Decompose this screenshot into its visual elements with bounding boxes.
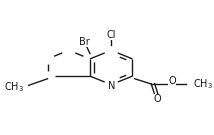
Text: Br: Br	[79, 37, 90, 47]
Text: Cl: Cl	[106, 30, 116, 40]
Text: O: O	[153, 94, 161, 104]
Text: O: O	[168, 76, 176, 86]
Text: CH$_3$: CH$_3$	[193, 77, 213, 91]
Text: N: N	[107, 81, 115, 91]
Text: CH$_3$: CH$_3$	[4, 80, 24, 94]
